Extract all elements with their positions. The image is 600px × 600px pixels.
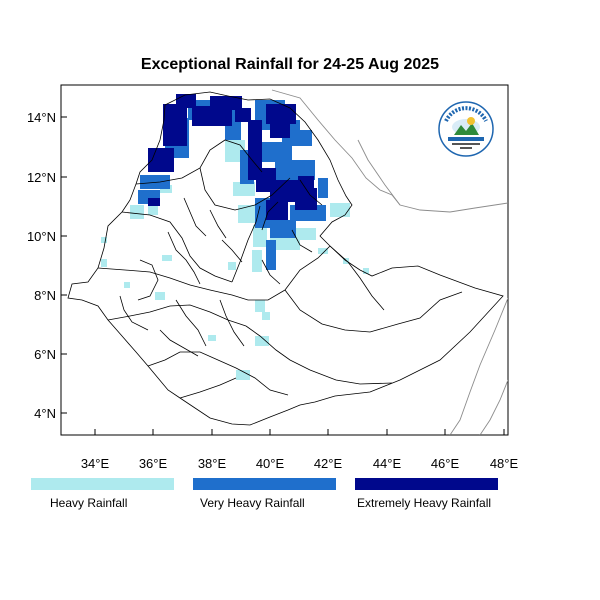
lat-tick-label: 10°N [27,229,56,244]
lon-tick-label: 44°E [373,456,402,471]
lat-tick-label: 8°N [34,288,56,303]
lon-tick-label: 36°E [139,456,168,471]
map-title: Exceptional Rainfall for 24-25 Aug 2025 [140,56,440,73]
rainfall-cells [101,94,369,380]
lon-axis: 34°E 36°E 38°E 40°E 42°E 44°E 46°E 48°E [81,429,519,471]
lon-tick-label: 34°E [81,456,110,471]
neighbor-borders [271,89,508,435]
lon-tick-label: 46°E [431,456,460,471]
legend-label-very-heavy: Very Heavy Rainfall [200,496,305,510]
legend-swatch-extreme [355,478,498,490]
extreme-rainfall-cells [148,94,317,220]
lat-axis: 4°N 6°N 8°N 10°N 12°N 14°N [27,110,67,421]
legend-label-extreme: Extremely Heavy Rainfall [357,496,492,510]
lat-tick-label: 12°N [27,170,56,185]
lat-tick-label: 4°N [34,406,56,421]
ethiopia-borders [67,91,504,426]
lon-tick-label: 40°E [256,456,285,471]
lat-tick-label: 14°N [27,110,56,125]
legend-swatch-heavy [31,478,174,490]
lon-tick-label: 48°E [490,456,519,471]
institute-logo [438,101,494,157]
lat-tick-label: 6°N [34,347,56,362]
map-frame [60,84,509,436]
lon-tick-label: 38°E [198,456,227,471]
legend-swatch-very-heavy [193,478,336,490]
legend-label-heavy: Heavy Rainfall [50,496,128,510]
lon-tick-label: 42°E [314,456,343,471]
